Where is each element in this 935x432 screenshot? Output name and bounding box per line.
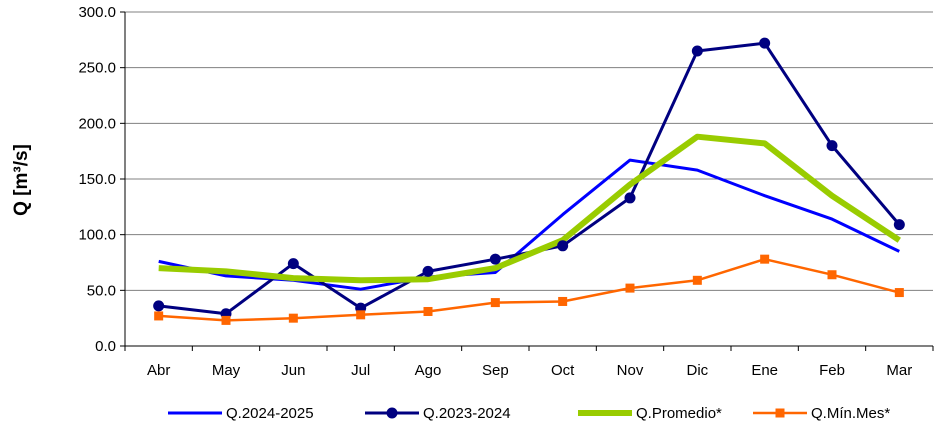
data-point	[893, 219, 905, 231]
x-tick-label: May	[212, 362, 241, 379]
data-point	[490, 298, 500, 308]
data-point	[826, 140, 838, 152]
data-point	[760, 254, 770, 264]
y-tick-label: 100.0	[78, 227, 116, 244]
x-tick-labels: Abr May Jun Jul Ago Sep Oct Nov Dic Ene Feb Mar	[147, 362, 912, 379]
data-point	[154, 311, 164, 321]
y-tick-label: 50.0	[87, 282, 116, 299]
data-point	[422, 265, 434, 277]
legend-label: Q.2024-2025	[226, 405, 314, 422]
legend-label: Q.Promedio*	[636, 405, 722, 422]
x-tick-label: Sep	[482, 362, 509, 379]
data-point	[625, 283, 635, 293]
x-tick-label: Oct	[551, 362, 575, 379]
x-tick-label: Ago	[415, 362, 442, 379]
y-tick-label: 300.0	[78, 4, 116, 21]
data-point	[624, 192, 636, 204]
legend-marker	[386, 407, 398, 419]
data-point	[691, 45, 703, 57]
legend: Q.2024-2025 Q.2023-2024 Q.Promedio* Q.Mín.M…	[168, 405, 890, 422]
y-tick-labels: 0.0 50.0 100.0 150.0 200.0 250.0 300.0	[78, 4, 116, 355]
data-point	[221, 315, 231, 325]
x-tick-label: Nov	[617, 362, 644, 379]
y-axis-label: Q [m³/s]	[11, 144, 32, 216]
series-lines	[153, 37, 905, 325]
x-tick-label: Mar	[886, 362, 912, 379]
data-point	[557, 240, 569, 252]
y-tick-label: 250.0	[78, 60, 116, 77]
y-tick-label: 200.0	[78, 115, 116, 132]
data-point	[759, 37, 771, 49]
x-tick-label: Feb	[819, 362, 845, 379]
data-point	[558, 296, 568, 306]
data-point	[827, 270, 837, 280]
gridlines	[125, 11, 933, 291]
legend-label: Q.Mín.Mes*	[811, 405, 890, 422]
series-line-3	[158, 133, 901, 284]
legend-marker	[775, 408, 785, 418]
y-tick-label: 150.0	[78, 171, 116, 188]
x-tick-label: Jun	[281, 362, 305, 379]
data-point	[894, 288, 904, 298]
legend-label: Q.2023-2024	[423, 405, 511, 422]
data-point	[356, 310, 366, 320]
x-tick-label: Dic	[686, 362, 708, 379]
data-point	[692, 275, 702, 285]
series-line-4	[158, 257, 900, 322]
data-point	[153, 300, 165, 312]
data-point	[423, 306, 433, 316]
y-tick-label: 0.0	[95, 338, 116, 355]
axes	[120, 11, 934, 351]
x-tick-label: Ene	[751, 362, 778, 379]
data-point	[489, 253, 501, 265]
x-tick-label: Abr	[147, 362, 170, 379]
data-point	[288, 313, 298, 323]
data-point	[287, 258, 299, 270]
x-tick-label: Jul	[351, 362, 370, 379]
